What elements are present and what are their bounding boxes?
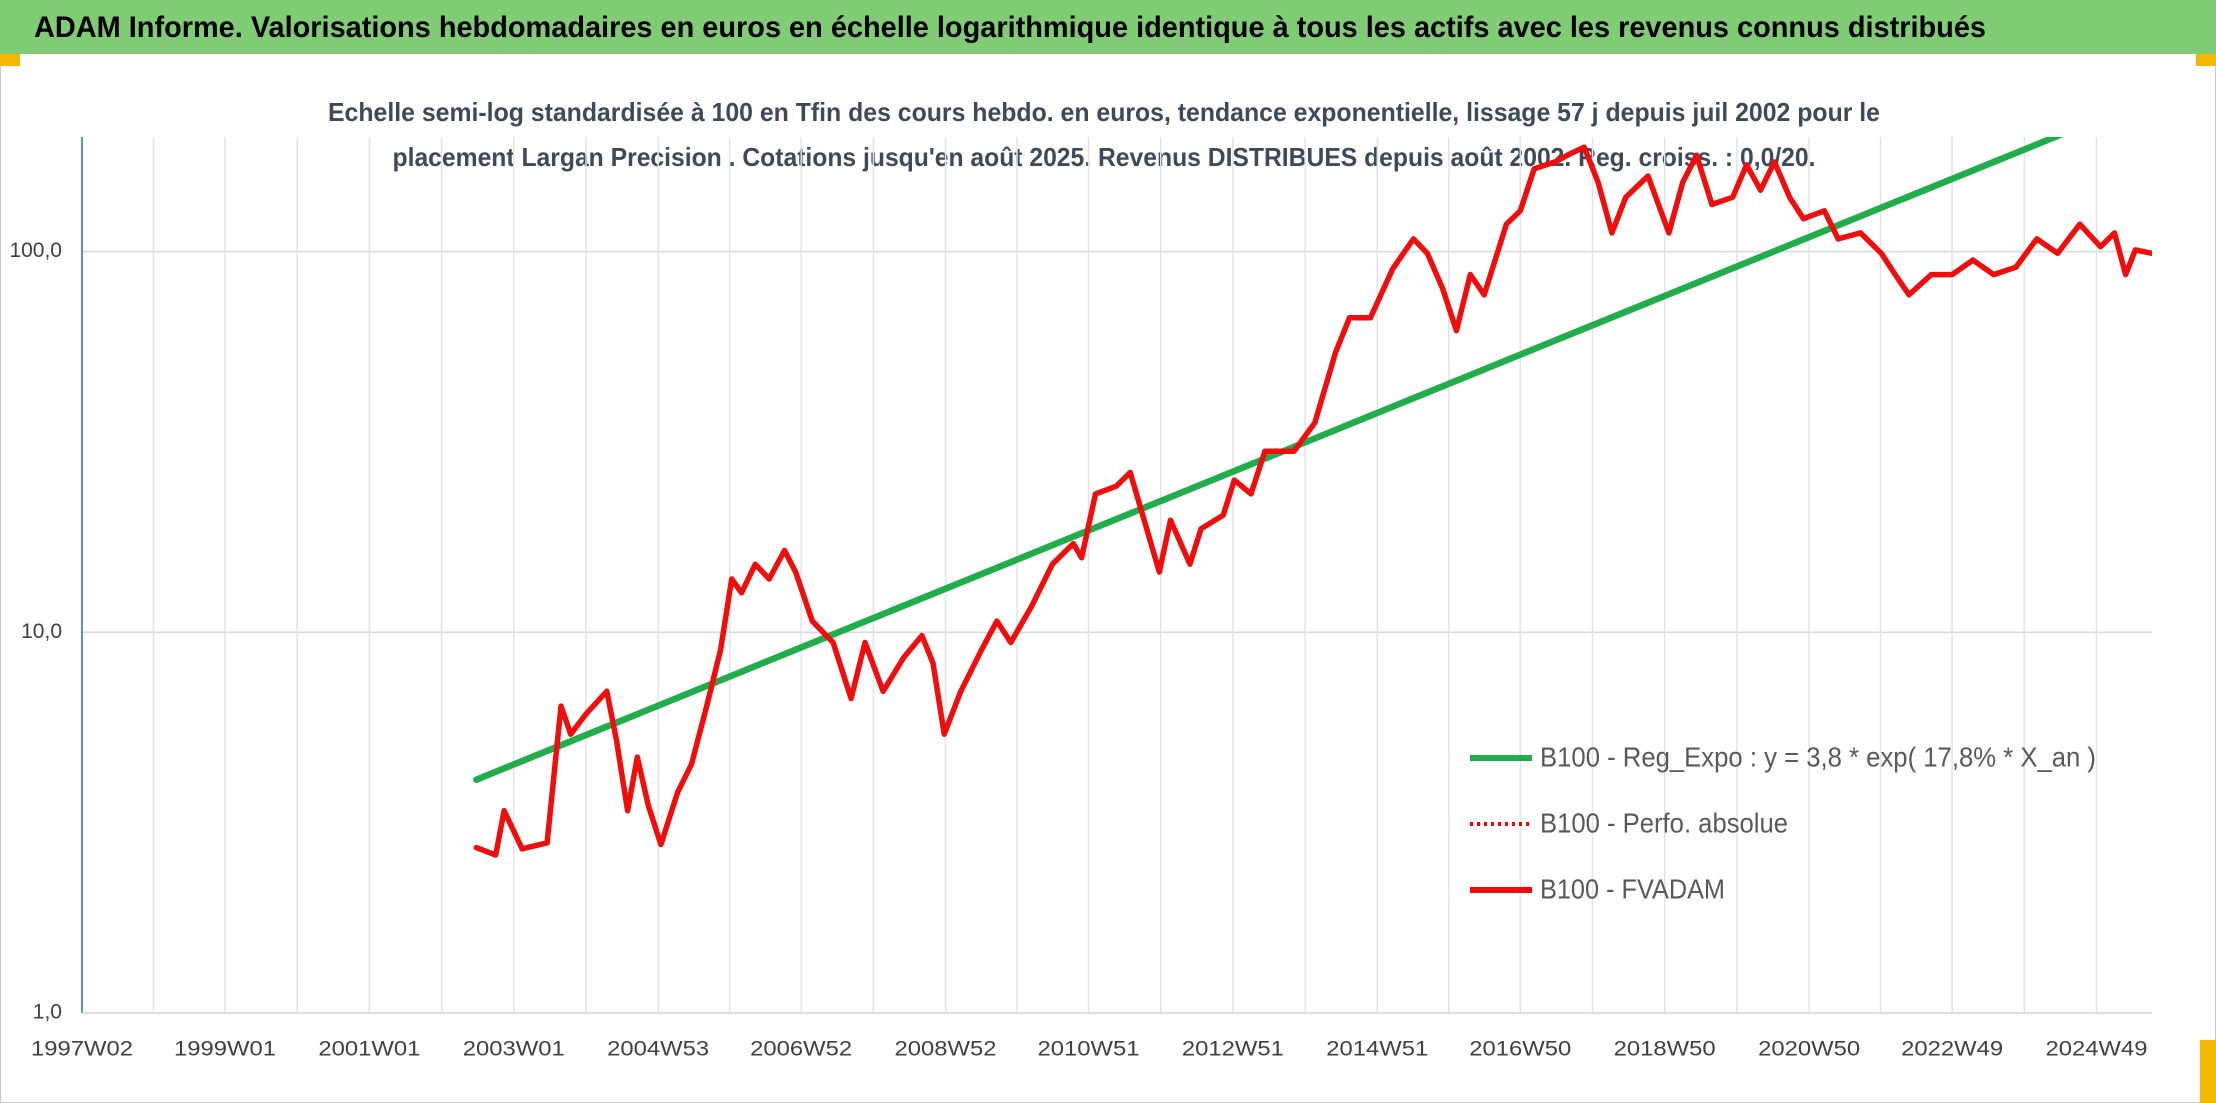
- x-tick-label: 2008W52: [895, 1038, 997, 1061]
- corner-mark: [2196, 54, 2216, 66]
- series-line: [473, 144, 2152, 858]
- y-tick-label: 10,0: [21, 620, 62, 643]
- x-tick-label: 2018W50: [1614, 1038, 1716, 1061]
- x-tick-label: 2016W50: [1469, 1038, 1571, 1061]
- corner-mark: [2200, 1040, 2216, 1103]
- chart-subtitle: placement Largan Precision . Cotations j…: [393, 142, 1816, 172]
- x-tick-label: 2006W52: [750, 1038, 852, 1061]
- x-tick-label: 2001W01: [318, 1038, 420, 1061]
- chart-title: ADAM Informe. Valorisations hebdomadaire…: [34, 11, 1986, 44]
- corner-mark: [0, 54, 20, 66]
- legend-label: B100 - Perfo. absolue: [1540, 807, 1788, 838]
- x-tick-label: 1997W02: [31, 1038, 133, 1061]
- x-tick-label: 2003W01: [463, 1038, 565, 1061]
- x-tick-label: 2012W51: [1182, 1038, 1284, 1061]
- x-tick-label: 2020W50: [1758, 1038, 1860, 1061]
- x-tick-label: 2010W51: [1038, 1038, 1140, 1061]
- plot-area: [473, 137, 2152, 858]
- chart-subtitle: Echelle semi-log standardisée à 100 en T…: [328, 97, 1880, 127]
- x-tick-label: 2022W49: [1901, 1038, 2003, 1061]
- legend-label: B100 - Reg_Expo : y = 3,8 * exp( 17,8% *…: [1540, 741, 2096, 772]
- y-tick-label: 100,0: [9, 239, 62, 262]
- legend-label: B100 - FVADAM: [1540, 873, 1725, 904]
- title-bar: [0, 0, 2216, 54]
- x-tick-label: 2004W53: [607, 1038, 709, 1061]
- x-tick-label: 1999W01: [174, 1038, 276, 1061]
- x-tick-label: 2024W49: [2045, 1038, 2147, 1061]
- x-tick-label: 2014W51: [1326, 1038, 1428, 1061]
- series-line: [473, 137, 2064, 783]
- y-tick-label: 1,0: [33, 1001, 62, 1024]
